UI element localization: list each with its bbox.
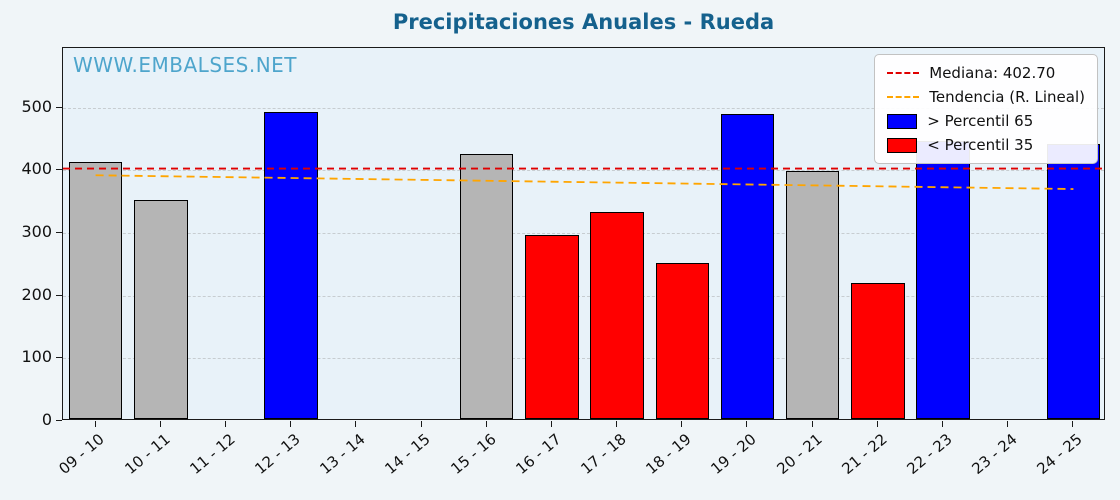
x-tick-mark [811, 421, 813, 427]
bar-10-11 [134, 200, 188, 419]
x-tick-label: 17 - 18 [577, 430, 630, 478]
bar-15-16 [459, 153, 514, 419]
legend-label-percentil-65: > Percentil 65 [927, 112, 1034, 130]
legend-label-trend: Tendencia (R. Lineal) [929, 88, 1085, 106]
legend-label-percentil-35: < Percentil 35 [927, 136, 1034, 154]
trend-line-swatch [887, 96, 920, 98]
bar-20-21 [785, 170, 840, 419]
watermark: WWW.EMBALSES.NET [73, 53, 298, 77]
x-tick-label: 20 - 21 [772, 430, 826, 478]
x-tick-label: 14 - 15 [381, 430, 435, 478]
chart-title: Precipitaciones Anuales - Rueda [392, 10, 775, 34]
x-tick-mark [420, 421, 422, 427]
x-tick-mark [355, 421, 357, 427]
bar-24-25 [1046, 143, 1101, 419]
x-tick-label: 21 - 22 [838, 430, 891, 478]
legend-item-percentil-35: < Percentil 35 [887, 136, 1085, 154]
bar-12-13 [264, 112, 318, 419]
bar-21-22 [851, 282, 905, 419]
x-tick-label: 19 - 20 [707, 430, 761, 478]
bar-09-10 [68, 161, 123, 419]
y-tick-label: 100 [21, 347, 52, 367]
x-tick-label: 16 - 17 [512, 430, 565, 478]
gridline [63, 232, 1104, 234]
x-tick-label: 09 - 10 [55, 430, 109, 478]
x-tick-mark [94, 421, 96, 427]
y-tick-label: 400 [21, 159, 52, 179]
y-tick-mark [56, 169, 62, 171]
bar-19-20 [720, 114, 775, 419]
plot-area: WWW.EMBALSES.NET Mediana: 402.70 Tendenc… [62, 47, 1106, 420]
percentil-35-swatch [887, 137, 918, 153]
gridline [63, 358, 1104, 360]
x-tick-mark [681, 421, 683, 427]
gridline [63, 170, 1104, 172]
x-tick-label: 24 - 25 [1033, 430, 1086, 478]
bar-22-23 [916, 140, 970, 419]
legend-item-percentil-65: > Percentil 65 [887, 112, 1085, 130]
y-tick-mark [56, 294, 62, 296]
x-tick-mark [876, 421, 878, 427]
x-tick-mark [550, 421, 552, 427]
x-tick-label: 22 - 23 [903, 430, 956, 478]
y-tick-label: 500 [21, 96, 52, 116]
x-tick-mark [942, 421, 944, 427]
median-line-swatch [887, 72, 920, 74]
x-tick-label: 18 - 19 [642, 430, 695, 478]
legend-label-median: Mediana: 402.70 [929, 64, 1056, 82]
gridline [63, 107, 1104, 109]
x-tick-label: 12 - 13 [251, 430, 304, 478]
y-tick-mark [56, 106, 62, 108]
legend-item-median: Mediana: 402.70 [887, 64, 1085, 82]
percentil-65-swatch [887, 113, 918, 129]
x-tick-mark [290, 421, 292, 427]
x-tick-mark [159, 421, 161, 427]
x-tick-label: 23 - 24 [968, 430, 1021, 478]
y-tick-mark [56, 231, 62, 233]
y-tick-mark [56, 357, 62, 359]
x-tick-label: 11 - 12 [186, 430, 239, 478]
x-tick-mark [224, 421, 226, 427]
y-tick-label: 200 [21, 284, 52, 304]
y-tick-label: 0 [41, 410, 52, 429]
gridline [63, 295, 1104, 297]
y-tick-mark [56, 420, 62, 421]
x-tick-label: 13 - 14 [316, 430, 369, 478]
legend: Mediana: 402.70 Tendencia (R. Lineal) > … [874, 54, 1098, 164]
x-tick-mark [1072, 421, 1074, 427]
bar-17-18 [590, 211, 644, 419]
x-tick-mark [616, 421, 618, 427]
bar-18-19 [655, 262, 709, 419]
bar-16-17 [525, 234, 579, 419]
y-tick-label: 300 [21, 221, 52, 241]
legend-item-trend: Tendencia (R. Lineal) [887, 88, 1085, 106]
x-tick-label: 10 - 11 [121, 430, 174, 478]
x-tick-mark [746, 421, 748, 427]
x-tick-label: 15 - 16 [447, 430, 500, 478]
x-tick-mark [485, 421, 487, 427]
x-tick-mark [1007, 421, 1009, 427]
